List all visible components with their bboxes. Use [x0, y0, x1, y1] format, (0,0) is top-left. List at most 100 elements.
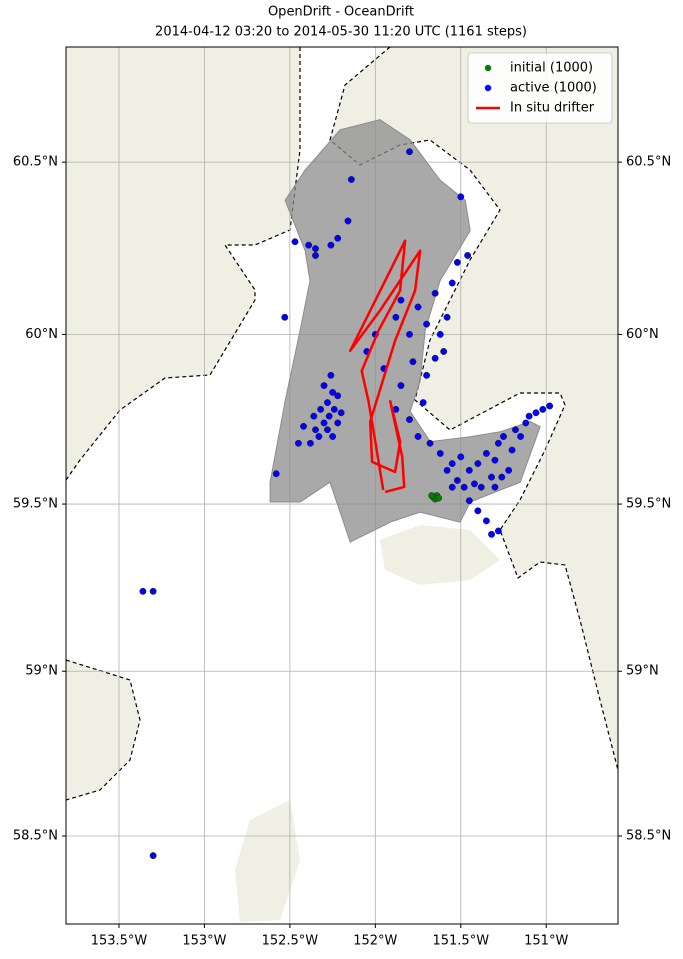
x-tick-label: 151°W: [524, 934, 568, 949]
particle: [330, 405, 338, 413]
particle: [300, 422, 307, 430]
particle: [440, 348, 448, 355]
y-tick-label: 60°N: [626, 327, 659, 342]
particle: [494, 527, 502, 535]
land: [66, 660, 140, 800]
particle: [474, 507, 482, 515]
particle: [334, 419, 342, 427]
x-tick-label: 151.5°W: [432, 934, 489, 949]
particle: [460, 483, 468, 491]
particle: [435, 494, 443, 502]
particle: [532, 409, 540, 417]
particle: [465, 497, 473, 505]
particle: [546, 402, 554, 410]
y-tick-label: 60°N: [25, 327, 58, 342]
particle: [406, 148, 413, 156]
land: [380, 525, 500, 585]
particle: [539, 405, 547, 413]
particle: [347, 176, 355, 183]
particle: [505, 466, 513, 474]
particle: [423, 320, 431, 328]
x-tick-label: 153.5°W: [91, 934, 148, 949]
particle: [522, 419, 530, 427]
y-tick-label: 59°N: [25, 664, 58, 679]
particle: [312, 252, 319, 259]
particle: [149, 852, 157, 860]
particle: [334, 234, 342, 242]
particle: [482, 449, 490, 457]
particle: [431, 289, 439, 297]
x-tick-label: 152°W: [353, 934, 397, 949]
drifter-track: [348, 239, 422, 494]
particle: [329, 433, 337, 440]
particle: [397, 382, 405, 390]
particle: [426, 439, 434, 447]
y-tick-label: 60.5°N: [626, 155, 671, 170]
particle: [431, 354, 439, 362]
particle: [409, 358, 417, 366]
particle: [448, 483, 456, 491]
land: [235, 800, 300, 922]
chart-title: OpenDrift - OceanDrift: [268, 5, 414, 20]
particle: [488, 530, 495, 538]
particle: [491, 483, 499, 491]
particle: [457, 453, 465, 461]
particle: [149, 587, 157, 595]
y-tick-label: 58.5°N: [13, 829, 58, 844]
particle: [488, 473, 495, 481]
particle: [327, 241, 335, 249]
particle: [464, 252, 472, 259]
land: [66, 47, 300, 480]
particle: [423, 371, 431, 379]
legend-label: initial (1000): [510, 61, 593, 76]
particle: [294, 439, 302, 447]
plot-frame: [65, 46, 619, 925]
particle: [512, 426, 519, 434]
particle: [498, 473, 506, 481]
chart-subtitle: 2014-04-12 03:20 to 2014-05-30 11:20 UTC…: [155, 25, 527, 40]
particle: [306, 439, 314, 447]
particle: [325, 412, 333, 420]
legend-box: [467, 52, 613, 124]
particle: [419, 399, 427, 407]
particle: [525, 412, 533, 420]
legend-label: In situ drifter: [510, 101, 595, 116]
x-tick-label: 152.5°W: [262, 934, 319, 949]
particle: [457, 193, 465, 201]
particle: [305, 241, 313, 249]
particle: [436, 449, 444, 457]
particle: [320, 419, 328, 427]
legend: initial (1000) active (1000) In situ drift…: [467, 52, 613, 124]
particle: [317, 405, 325, 413]
particle: [324, 426, 331, 434]
y-tick-label: 58.5°N: [626, 829, 671, 844]
particle: [517, 433, 525, 440]
particle: [477, 483, 485, 491]
trajectory-swath: [269, 119, 541, 543]
y-tick-label: 59.5°N: [626, 497, 671, 512]
particle: [448, 279, 456, 287]
particle: [312, 426, 319, 434]
particle: [453, 477, 461, 484]
particle: [392, 313, 400, 321]
particle: [491, 456, 499, 464]
particle: [406, 330, 413, 338]
particle: [310, 412, 318, 420]
particle: [474, 460, 482, 468]
particle: [428, 492, 436, 500]
particle: [315, 433, 323, 440]
particle: [337, 409, 345, 417]
particle: [448, 460, 456, 468]
particle: [334, 392, 342, 400]
particle: [453, 258, 461, 266]
particle: [324, 399, 331, 407]
particle: [443, 466, 451, 474]
particle: [436, 330, 444, 338]
legend-swatch: [484, 64, 492, 72]
particle: [414, 303, 422, 311]
particle: [500, 433, 507, 440]
particle: [414, 433, 422, 440]
plot-area: [66, 47, 618, 924]
particle: [327, 371, 335, 379]
